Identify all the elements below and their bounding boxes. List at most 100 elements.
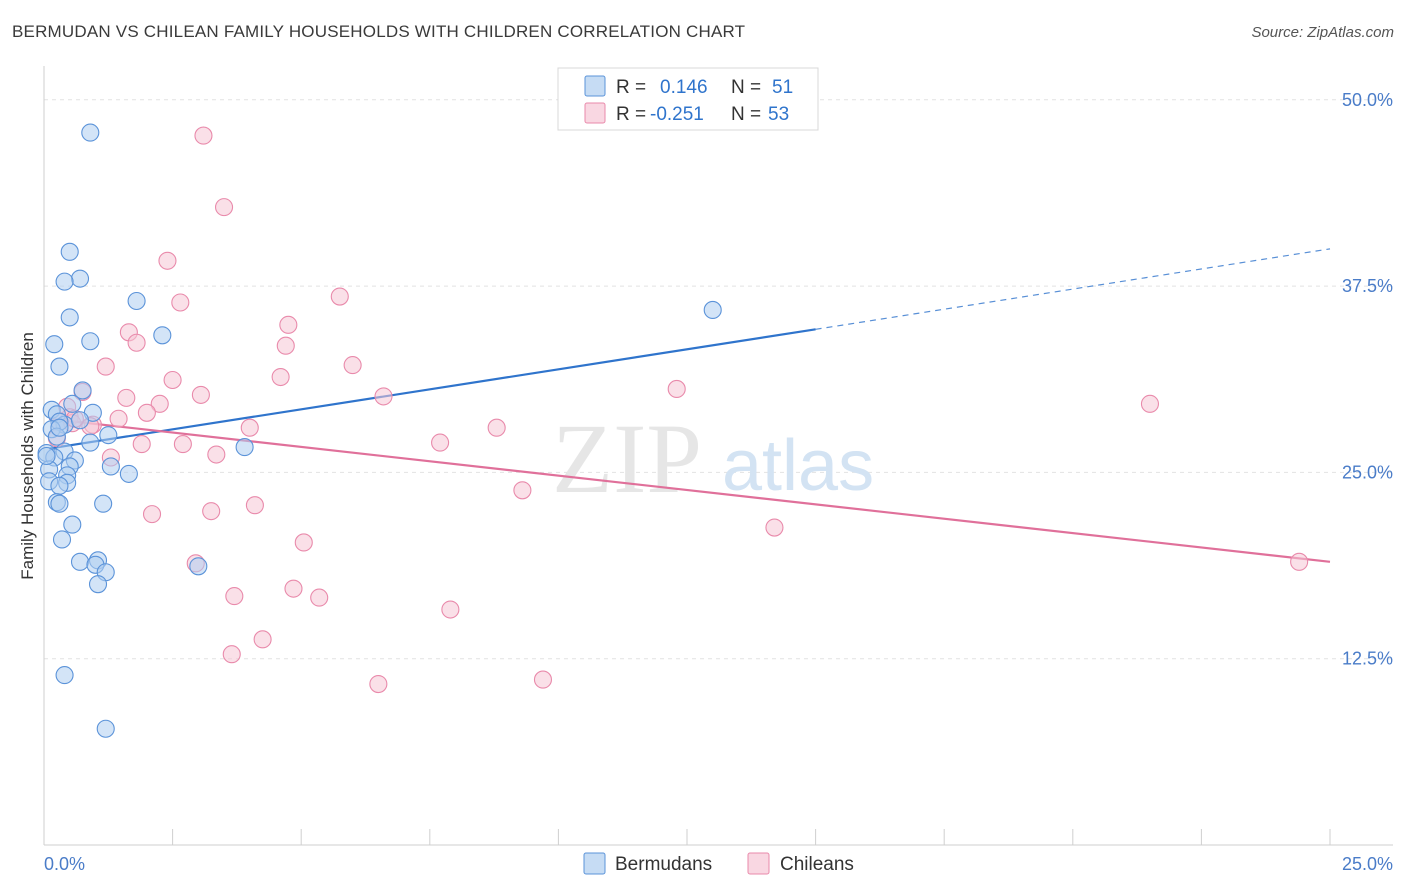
data-point-bermudans-20: [81, 433, 100, 452]
data-point-chileans-46: [441, 600, 460, 619]
data-point-bermudans-35: [50, 494, 69, 513]
data-point-chileans-35: [207, 445, 226, 464]
series-legend-swatch-chileans: [747, 852, 770, 875]
data-point-bermudans-36: [94, 494, 113, 513]
data-point-chileans-16: [374, 387, 393, 406]
data-point-bermudans-27: [101, 457, 120, 476]
series-legend-label-bermudans: Bermudans: [615, 854, 712, 875]
source-label: Source: ZipAtlas.com: [1251, 24, 1394, 41]
data-point-chileans-20: [150, 394, 169, 413]
data-point-chileans-15: [117, 388, 136, 407]
data-point-bermudans-50: [70, 411, 90, 430]
data-point-chileans-44: [225, 587, 244, 606]
data-point-chileans-51: [1290, 552, 1309, 571]
y-tick-label-3: 50.0%: [1342, 90, 1393, 110]
data-point-chileans-37: [245, 496, 264, 515]
data-point-chileans-36: [513, 481, 532, 500]
data-point-bermudans-32: [50, 476, 69, 495]
data-point-bermudans-8: [81, 332, 100, 351]
legend-r-value-chileans: -0.251: [650, 104, 704, 125]
x-tick-label-max: 25.0%: [1342, 854, 1393, 874]
data-point-chileans-26: [487, 418, 506, 437]
data-point-chileans-9: [96, 357, 115, 376]
data-point-bermudans-1: [60, 242, 79, 261]
data-point-chileans-1: [214, 198, 234, 217]
trend-line-chileans: [49, 417, 1331, 563]
data-point-bermudans-33: [235, 438, 254, 457]
data-point-chileans-41: [294, 533, 313, 552]
data-point-bermudans-37: [63, 515, 82, 534]
data-point-chileans-43: [284, 579, 303, 598]
data-point-chileans-18: [1140, 394, 1160, 413]
legend-n-label-bermudans: N =: [731, 77, 761, 98]
data-point-bermudans-29: [119, 464, 138, 483]
data-point-chileans-50: [533, 670, 553, 689]
data-point-bermudans-9: [50, 357, 69, 376]
data-point-bermudans-3: [55, 272, 74, 291]
data-point-chileans-39: [142, 505, 162, 524]
legend-swatch-chileans: [584, 102, 606, 124]
data-point-chileans-8: [276, 336, 295, 355]
legend-swatch-bermudans: [584, 75, 606, 97]
grid: [44, 99, 1393, 660]
data-point-bermudans-39: [70, 552, 90, 571]
trend-line-bermudans-extrapolated: [815, 248, 1331, 330]
series-legend-label-chileans: Chileans: [780, 854, 854, 875]
data-points: [37, 123, 1309, 738]
trend-lines: [48, 248, 1331, 563]
data-point-bermudans-6: [153, 326, 172, 345]
data-point-chileans-21: [137, 403, 156, 422]
y-tick-label-0: 12.5%: [1342, 649, 1393, 669]
watermark-atlas: atlas: [722, 426, 874, 506]
data-point-bermudans-2: [70, 269, 90, 288]
data-point-chileans-5: [279, 315, 298, 334]
chart-title: BERMUDAN VS CHILEAN FAMILY HOUSEHOLDS WI…: [12, 22, 746, 41]
data-point-bermudans-19: [99, 426, 118, 445]
data-point-chileans-40: [765, 518, 784, 537]
data-point-bermudans-5: [60, 308, 79, 327]
data-point-bermudans-46: [55, 666, 74, 685]
legend-n-label-chileans: N =: [731, 104, 761, 125]
data-point-bermudans-10: [73, 381, 92, 400]
data-point-bermudans-42: [189, 557, 208, 576]
watermark-zip: ZIP: [552, 403, 702, 514]
watermark: ZIP atlas: [552, 403, 874, 514]
data-point-chileans-31: [173, 435, 192, 454]
data-point-bermudans-45: [703, 300, 722, 320]
data-point-bermudans-7: [45, 335, 64, 354]
data-point-chileans-49: [369, 674, 388, 694]
data-point-bermudans-4: [127, 291, 146, 311]
y-tick-labels: 12.5% 25.0% 37.5% 50.0%: [1342, 90, 1393, 669]
data-point-chileans-10: [343, 356, 362, 375]
data-point-chileans-3: [171, 293, 190, 312]
x-tick-label-min: 0.0%: [44, 854, 85, 874]
data-point-chileans-38: [202, 502, 221, 521]
series-legend: Bermudans Chileans: [583, 852, 854, 875]
data-point-bermudans-0: [81, 123, 100, 142]
data-point-chileans-47: [253, 630, 272, 649]
data-point-chileans-12: [271, 367, 290, 387]
legend-r-label-chileans: R =: [616, 104, 646, 125]
data-point-chileans-25: [240, 418, 259, 437]
data-point-chileans-32: [132, 435, 151, 454]
legend-n-value-chileans: 53: [768, 104, 789, 125]
data-point-chileans-14: [191, 385, 210, 404]
data-point-chileans-0: [194, 126, 213, 145]
data-point-bermudans-44: [88, 575, 108, 594]
trend-line-bermudans: [48, 328, 816, 450]
y-tick-label-2: 37.5%: [1342, 276, 1393, 296]
data-point-chileans-33: [431, 433, 450, 452]
data-point-bermudans-49: [50, 418, 69, 437]
legend-r-label-bermudans: R =: [616, 77, 646, 98]
data-point-chileans-17: [667, 379, 686, 398]
data-point-bermudans-38: [52, 530, 72, 549]
x-tick-labels: 0.0% 25.0%: [44, 854, 1393, 874]
data-point-chileans-45: [310, 588, 329, 607]
data-point-chileans-4: [330, 287, 349, 306]
data-point-chileans-7: [127, 333, 146, 352]
data-point-chileans-2: [158, 251, 177, 270]
data-point-bermudans-48: [37, 446, 56, 466]
data-point-bermudans-47: [96, 719, 115, 738]
y-tick-label-1: 25.0%: [1342, 462, 1393, 482]
